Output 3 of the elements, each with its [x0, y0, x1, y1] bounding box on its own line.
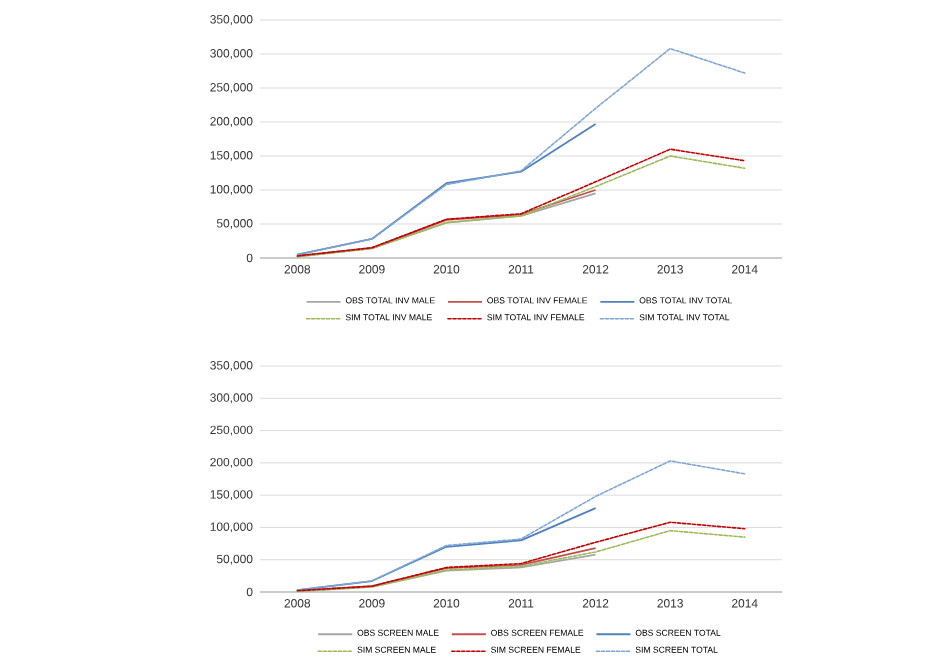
- line-series: [296, 123, 597, 256]
- line-series: [296, 460, 746, 591]
- line-series: [296, 47, 746, 256]
